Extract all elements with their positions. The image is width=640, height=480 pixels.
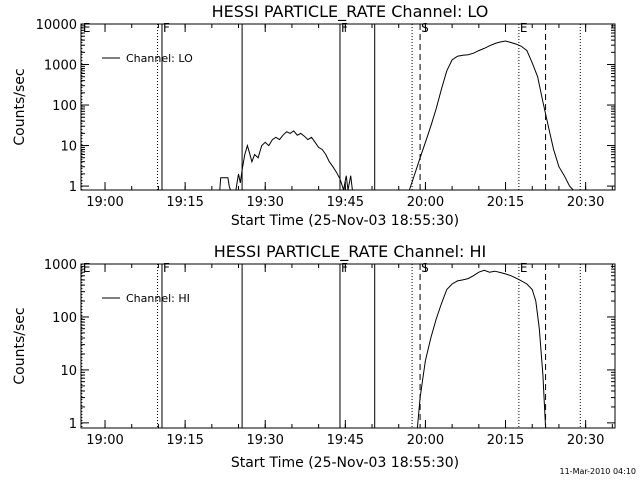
x-tick-label: 19:15 — [166, 195, 203, 210]
x-tick-label: 20:00 — [407, 195, 444, 210]
x-tick-label: 19:30 — [246, 195, 283, 210]
panel-title: HESSI PARTICLE_RATE Channel: HI — [214, 242, 487, 262]
y-tick-label: 1 — [69, 180, 77, 195]
event-marker-label: E — [520, 21, 528, 35]
axis-ticks: 19:00 19:15 19:30 19:45 20:00 20:15 20:30 1 10 10… — [44, 258, 615, 448]
lo-channel-panel: HESSI PARTICLE_RATE Channel: LO Counts/s… — [12, 2, 616, 229]
legend-entry: Channel: HI — [126, 292, 190, 305]
event-marker-label: F — [341, 21, 348, 35]
series-layer — [416, 269, 547, 429]
y-tick-label: 1000 — [44, 258, 77, 273]
generation-timestamp: 11-Mar-2010 04:10 — [560, 467, 637, 476]
x-tick-label: 20:00 — [407, 433, 444, 448]
x-tick-label: 20:15 — [487, 195, 524, 210]
hi-channel-panel: HESSI PARTICLE_RATE Channel: HI Counts/s… — [12, 242, 616, 471]
x-tick-label: 19:00 — [86, 433, 123, 448]
x-tick-label: 20:30 — [567, 195, 604, 210]
event-marker-label: S — [421, 261, 429, 275]
legend-entry: Channel: LO — [126, 52, 193, 65]
event-marker-label: E — [83, 261, 91, 275]
x-tick-label: 19:45 — [327, 195, 364, 210]
event-marker-label: E — [520, 261, 528, 275]
event-marker-label: E — [83, 21, 91, 35]
y-tick-label: 1 — [69, 417, 77, 432]
x-axis-label: Start Time (25-Nov-03 18:55:30) — [231, 213, 459, 229]
series-line — [416, 269, 547, 429]
y-tick-label: 1000 — [44, 59, 77, 74]
panel-title: HESSI PARTICLE_RATE Channel: LO — [212, 2, 489, 22]
y-tick-label: 100 — [52, 99, 77, 114]
legend: Channel: LO — [102, 52, 193, 65]
x-tick-label: 19:00 — [86, 195, 123, 210]
event-marker-label: S — [421, 21, 429, 35]
x-tick-label: 19:30 — [246, 433, 283, 448]
x-axis-label: Start Time (25-Nov-03 18:55:30) — [231, 455, 459, 471]
y-tick-label: 10 — [60, 364, 77, 379]
event-marker-label: F — [163, 261, 170, 275]
series-line — [219, 40, 574, 191]
y-tick-label: 10000 — [36, 18, 77, 33]
x-tick-label: 20:30 — [567, 433, 604, 448]
y-axis-label: Counts/sec — [12, 68, 28, 145]
x-tick-label: 19:15 — [166, 433, 203, 448]
y-axis-label: Counts/sec — [12, 307, 28, 384]
x-tick-label: 19:45 — [327, 433, 364, 448]
axis-ticks: 19:00 19:15 19:30 19:45 20:00 20:15 20:30 1 10 10… — [36, 18, 615, 210]
y-tick-label: 100 — [52, 311, 77, 326]
x-tick-label: 20:15 — [487, 433, 524, 448]
y-tick-label: 10 — [60, 140, 77, 155]
legend: Channel: HI — [102, 292, 190, 305]
event-marker-label: F — [163, 21, 170, 35]
event-marker-label: F — [341, 261, 348, 275]
series-layer — [219, 40, 574, 191]
plot-frame — [80, 263, 616, 429]
